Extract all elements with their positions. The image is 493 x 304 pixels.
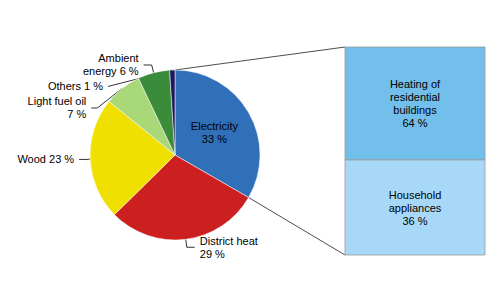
svg-text:64 %: 64 % (402, 117, 427, 129)
svg-text:energy 6 %: energy 6 % (83, 65, 139, 77)
svg-text:District heat: District heat (200, 235, 258, 247)
svg-text:36 %: 36 % (402, 215, 427, 227)
svg-text:Electricity: Electricity (191, 120, 239, 132)
svg-text:residential: residential (390, 91, 440, 103)
svg-text:Household: Household (389, 189, 442, 201)
svg-text:Others 1 %: Others 1 % (48, 80, 103, 92)
svg-text:Wood 23 %: Wood 23 % (17, 153, 74, 165)
svg-text:Ambient: Ambient (98, 52, 138, 64)
svg-text:buildings: buildings (393, 104, 437, 116)
svg-text:29 %: 29 % (200, 248, 225, 260)
svg-text:Heating of: Heating of (390, 78, 441, 90)
svg-text:7 %: 7 % (67, 108, 86, 120)
svg-text:33 %: 33 % (202, 133, 227, 145)
svg-text:Light fuel oil: Light fuel oil (28, 95, 87, 107)
svg-text:appliances: appliances (389, 202, 442, 214)
